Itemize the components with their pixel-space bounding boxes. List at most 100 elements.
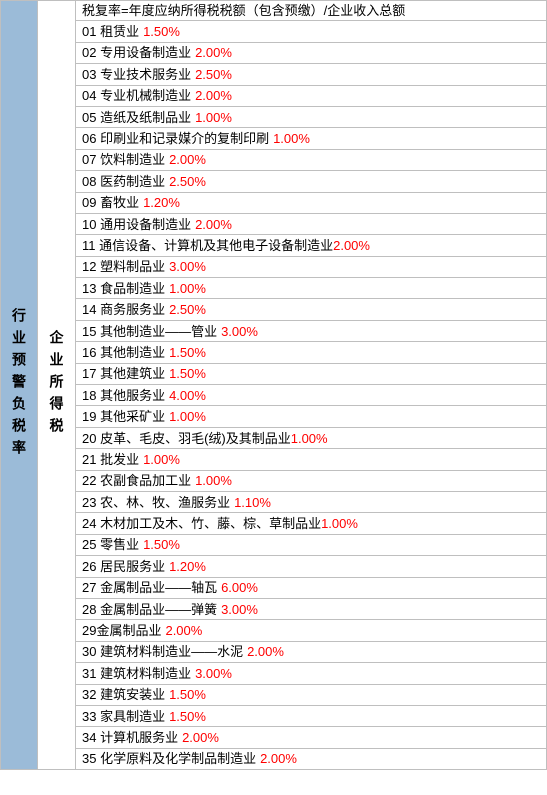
industry-label: 08 医药制造业 bbox=[82, 173, 165, 190]
formula-row: 税复率=年度应纳所得税税额（包含预缴）/企业收入总额 bbox=[76, 0, 547, 21]
industry-label: 09 畜牧业 bbox=[82, 194, 139, 211]
tax-rate-table: 行业预警负税率 企业所得税 税复率=年度应纳所得税税额（包含预缴）/企业收入总额… bbox=[0, 0, 547, 770]
industry-label: 03 专业技术服务业 bbox=[82, 66, 191, 83]
table-row: 21 批发业1.00% bbox=[76, 449, 547, 470]
table-row: 28 金属制品业——弹簧3.00% bbox=[76, 599, 547, 620]
tax-rate-value: 2.00% bbox=[195, 44, 232, 61]
category-header-left: 行业预警负税率 bbox=[0, 0, 38, 770]
table-row: 23 农、林、牧、渔服务业1.10% bbox=[76, 492, 547, 513]
industry-label: 12 塑料制品业 bbox=[82, 258, 165, 275]
tax-rate-value: 1.00% bbox=[195, 109, 232, 126]
table-row: 19 其他采矿业1.00% bbox=[76, 406, 547, 427]
table-row: 35 化学原料及化学制品制造业2.00% bbox=[76, 749, 547, 770]
mid-header-text: 企业所得税 bbox=[47, 330, 67, 440]
tax-rate-value: 1.10% bbox=[234, 494, 271, 511]
table-row: 14 商务服务业2.50% bbox=[76, 299, 547, 320]
table-row: 32 建筑安装业1.50% bbox=[76, 685, 547, 706]
tax-rate-value: 2.50% bbox=[169, 173, 206, 190]
industry-label: 14 商务服务业 bbox=[82, 301, 165, 318]
industry-label: 32 建筑安装业 bbox=[82, 686, 165, 703]
tax-rate-value: 2.00% bbox=[333, 237, 370, 254]
table-row: 01 租赁业1.50% bbox=[76, 21, 547, 42]
left-header-text: 行业预警负税率 bbox=[9, 308, 29, 462]
industry-label: 15 其他制造业——管业 bbox=[82, 323, 217, 340]
table-row: 02 专用设备制造业2.00% bbox=[76, 43, 547, 64]
table-row: 13 食品制造业1.00% bbox=[76, 278, 547, 299]
table-row: 12 塑料制品业3.00% bbox=[76, 257, 547, 278]
industry-label: 28 金属制品业——弹簧 bbox=[82, 601, 217, 618]
industry-label: 02 专用设备制造业 bbox=[82, 44, 191, 61]
industry-label: 30 建筑材料制造业——水泥 bbox=[82, 643, 243, 660]
industry-label: 17 其他建筑业 bbox=[82, 365, 165, 382]
industry-label: 20 皮革、毛皮、羽毛(绒)及其制品业 bbox=[82, 430, 291, 447]
tax-rate-value: 1.50% bbox=[143, 536, 180, 553]
industry-label: 04 专业机械制造业 bbox=[82, 87, 191, 104]
industry-label: 07 饮料制造业 bbox=[82, 151, 165, 168]
tax-rate-value: 1.00% bbox=[291, 430, 328, 447]
table-row: 18 其他服务业4.00% bbox=[76, 385, 547, 406]
industry-label: 18 其他服务业 bbox=[82, 387, 165, 404]
table-row: 29金属制品业2.00% bbox=[76, 620, 547, 641]
industry-label: 35 化学原料及化学制品制造业 bbox=[82, 750, 256, 767]
table-row: 06 印刷业和记录媒介的复制印刷1.00% bbox=[76, 128, 547, 149]
tax-rate-value: 1.50% bbox=[143, 23, 180, 40]
tax-rate-value: 2.00% bbox=[195, 87, 232, 104]
table-row: 33 家具制造业1.50% bbox=[76, 706, 547, 727]
tax-rate-value: 2.00% bbox=[182, 729, 219, 746]
tax-rate-value: 1.50% bbox=[169, 365, 206, 382]
industry-label: 11 通信设备、计算机及其他电子设备制造业 bbox=[82, 237, 333, 254]
table-row: 04 专业机械制造业2.00% bbox=[76, 86, 547, 107]
industry-label: 19 其他采矿业 bbox=[82, 408, 165, 425]
tax-rate-value: 2.00% bbox=[247, 643, 284, 660]
tax-rate-value: 1.50% bbox=[169, 708, 206, 725]
table-row: 15 其他制造业——管业3.00% bbox=[76, 321, 547, 342]
table-row: 22 农副食品加工业1.00% bbox=[76, 471, 547, 492]
table-row: 24 木材加工及木、竹、藤、棕、草制品业1.00% bbox=[76, 513, 547, 534]
category-header-mid: 企业所得税 bbox=[38, 0, 76, 770]
table-row: 27 金属制品业——轴瓦6.00% bbox=[76, 578, 547, 599]
industry-label: 29金属制品业 bbox=[82, 622, 161, 639]
tax-rate-value: 1.00% bbox=[169, 408, 206, 425]
industry-label: 05 造纸及纸制品业 bbox=[82, 109, 191, 126]
industry-label: 01 租赁业 bbox=[82, 23, 139, 40]
industry-label: 33 家具制造业 bbox=[82, 708, 165, 725]
industry-label: 25 零售业 bbox=[82, 536, 139, 553]
table-row: 20 皮革、毛皮、羽毛(绒)及其制品业1.00% bbox=[76, 428, 547, 449]
table-row: 03 专业技术服务业2.50% bbox=[76, 64, 547, 85]
tax-rate-value: 1.20% bbox=[143, 194, 180, 211]
industry-label: 24 木材加工及木、竹、藤、棕、草制品业 bbox=[82, 515, 321, 532]
table-row: 31 建筑材料制造业3.00% bbox=[76, 663, 547, 684]
table-row: 05 造纸及纸制品业1.00% bbox=[76, 107, 547, 128]
tax-rate-value: 2.00% bbox=[169, 151, 206, 168]
table-row: 07 饮料制造业2.00% bbox=[76, 150, 547, 171]
table-row: 17 其他建筑业1.50% bbox=[76, 364, 547, 385]
tax-rate-value: 2.00% bbox=[195, 216, 232, 233]
table-row: 30 建筑材料制造业——水泥2.00% bbox=[76, 642, 547, 663]
tax-rate-value: 6.00% bbox=[221, 579, 258, 596]
tax-rate-value: 1.00% bbox=[273, 130, 310, 147]
tax-rate-value: 3.00% bbox=[221, 323, 258, 340]
industry-label: 16 其他制造业 bbox=[82, 344, 165, 361]
tax-rate-value: 1.00% bbox=[195, 472, 232, 489]
tax-rate-value: 3.00% bbox=[169, 258, 206, 275]
table-row: 25 零售业1.50% bbox=[76, 535, 547, 556]
tax-rate-value: 1.20% bbox=[169, 558, 206, 575]
tax-rate-value: 3.00% bbox=[195, 665, 232, 682]
tax-rate-value: 1.00% bbox=[321, 515, 358, 532]
table-row: 08 医药制造业2.50% bbox=[76, 171, 547, 192]
industry-label: 31 建筑材料制造业 bbox=[82, 665, 191, 682]
industry-label: 06 印刷业和记录媒介的复制印刷 bbox=[82, 130, 269, 147]
industry-label: 22 农副食品加工业 bbox=[82, 472, 191, 489]
tax-rate-value: 1.50% bbox=[169, 344, 206, 361]
industry-label: 21 批发业 bbox=[82, 451, 139, 468]
tax-rate-value: 2.00% bbox=[165, 622, 202, 639]
industry-label: 10 通用设备制造业 bbox=[82, 216, 191, 233]
table-row: 11 通信设备、计算机及其他电子设备制造业2.00% bbox=[76, 235, 547, 256]
data-column: 税复率=年度应纳所得税税额（包含预缴）/企业收入总额 01 租赁业1.50%02… bbox=[76, 0, 547, 770]
tax-rate-value: 4.00% bbox=[169, 387, 206, 404]
industry-label: 23 农、林、牧、渔服务业 bbox=[82, 494, 230, 511]
tax-rate-value: 1.50% bbox=[169, 686, 206, 703]
table-row: 16 其他制造业1.50% bbox=[76, 342, 547, 363]
tax-rate-value: 1.00% bbox=[169, 280, 206, 297]
tax-rate-value: 2.50% bbox=[169, 301, 206, 318]
